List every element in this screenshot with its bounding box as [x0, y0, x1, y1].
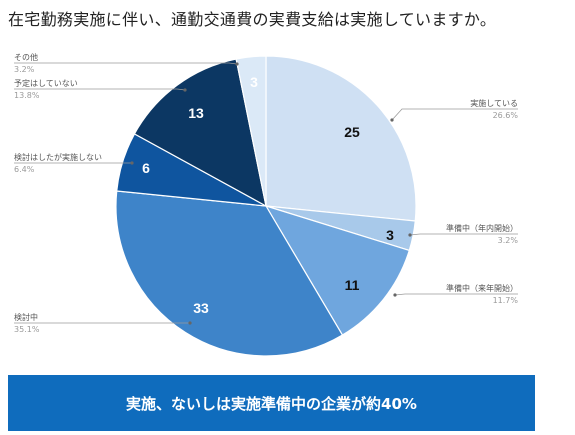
leader-line-implemented	[391, 108, 518, 121]
leader-dot-implemented	[390, 118, 394, 122]
leader-line-other	[14, 62, 238, 65]
pie-slice-other	[235, 55, 267, 207]
leader-line-prep-this-year	[409, 233, 518, 236]
slice-value-considering: 33	[193, 300, 209, 316]
slice-percent-implemented: 26.6%	[493, 111, 519, 120]
slice-percent-prep-this-year: 3.2%	[498, 236, 519, 245]
pie-slice-not-planned	[133, 58, 267, 208]
slice-value-prep-next-year: 11	[345, 277, 360, 293]
slice-label-not-planned: 予定はしていない	[14, 78, 78, 88]
slice-value-not-planned: 13	[188, 105, 204, 121]
summary-banner: 実施、ないしは実施準備中の企業が約40%	[8, 375, 535, 431]
leader-dot-other	[235, 62, 239, 66]
leader-dot-considered-not-implementing	[130, 161, 134, 165]
slice-label-prep-next-year: 準備中（来年開始）	[446, 283, 518, 293]
slice-label-implemented: 実施している	[470, 98, 518, 108]
slice-label-prep-this-year: 準備中（年内開始）	[446, 223, 518, 233]
slice-value-prep-this-year: 3	[386, 227, 394, 243]
leader-dot-not-planned	[183, 88, 187, 92]
slice-percent-considering: 35.1%	[14, 325, 40, 334]
slice-percent-prep-next-year: 11.7%	[493, 296, 519, 305]
pie-slice-implemented	[265, 55, 417, 222]
slice-label-considering: 検討中	[14, 312, 38, 322]
slice-label-other: その他	[14, 52, 38, 62]
slice-value-other: 3	[250, 74, 258, 90]
leader-line-prep-next-year	[394, 293, 518, 296]
chart-title: 在宅勤務実施に伴い、通勤交通費の実費支給は実施していますか。	[8, 10, 497, 29]
pie-chart: 25 実施している 26.6% 3 準備中（年内開始） 3.2% 11 準備中（来年開始） 11…	[14, 52, 519, 357]
slice-value-considered-not-implementing: 6	[142, 160, 150, 176]
slice-percent-other: 3.2%	[14, 65, 35, 74]
pie-slice-prep-next-year	[264, 204, 411, 336]
slice-percent-considered-not-implementing: 6.4%	[14, 165, 35, 174]
leader-dot-prep-this-year	[408, 233, 412, 237]
leader-dot-prep-next-year	[393, 293, 397, 297]
leader-line-not-planned	[14, 88, 186, 91]
slice-label-considered-not-implementing: 検討はしたが実施しない	[14, 152, 102, 162]
slice-value-implemented: 25	[344, 124, 360, 140]
pie-slice-considering	[115, 190, 344, 357]
leader-dot-considering	[188, 321, 192, 325]
slice-percent-not-planned: 13.8%	[14, 91, 40, 100]
